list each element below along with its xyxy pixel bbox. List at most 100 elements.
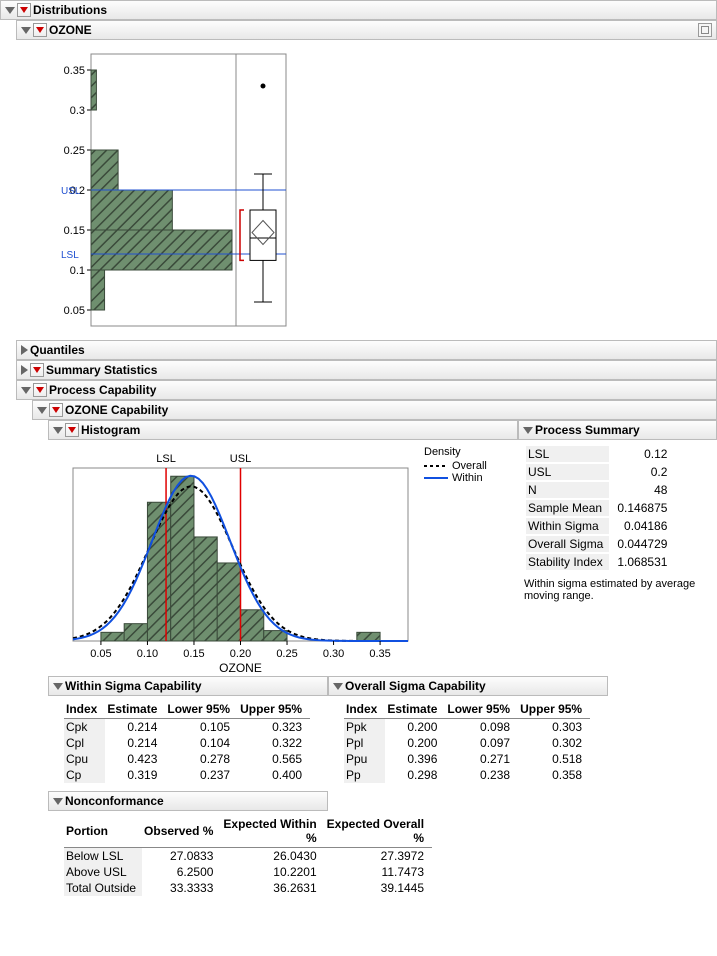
proccap-header[interactable]: Process Capability xyxy=(16,380,717,400)
legend-within: Within xyxy=(424,472,487,484)
svg-text:0.25: 0.25 xyxy=(276,648,297,660)
disclosure-icon[interactable] xyxy=(5,7,15,14)
table-header: Upper 95% xyxy=(238,700,310,719)
table-row: Cpl0.2140.1040.322 xyxy=(64,735,310,751)
procsummary-note: Within sigma estimated by average moving… xyxy=(524,578,704,602)
red-triangle-menu[interactable] xyxy=(49,403,63,417)
ozonecap-header[interactable]: OZONE Capability xyxy=(32,400,717,420)
svg-text:0.05: 0.05 xyxy=(64,305,85,317)
options-icon[interactable] xyxy=(698,23,712,37)
red-triangle-menu[interactable] xyxy=(33,23,47,37)
nonconf-header[interactable]: Nonconformance xyxy=(48,791,328,811)
quantiles-title: Quantiles xyxy=(30,343,85,357)
disclosure-icon[interactable] xyxy=(37,407,47,414)
table-row: Overall Sigma0.044729 xyxy=(526,536,669,552)
histogram-boxplot-chart: 0.050.10.150.20.250.30.35USLLSL xyxy=(36,50,291,330)
table-header: Expected Overall% xyxy=(325,815,432,848)
table-row: LSL0.12 xyxy=(526,446,669,462)
withincap-table: IndexEstimateLower 95%Upper 95%Cpk0.2140… xyxy=(64,700,310,783)
nonconf-table: PortionObserved %Expected Within%Expecte… xyxy=(64,815,432,896)
disclosure-icon[interactable] xyxy=(333,683,343,690)
svg-text:0.35: 0.35 xyxy=(369,648,390,660)
summarystats-header[interactable]: Summary Statistics xyxy=(16,360,717,380)
disclosure-icon[interactable] xyxy=(523,427,533,434)
svg-text:0.05: 0.05 xyxy=(90,648,111,660)
table-header: Index xyxy=(64,700,105,719)
disclosure-icon[interactable] xyxy=(53,427,63,434)
disclosure-icon[interactable] xyxy=(53,683,63,690)
disclosure-icon[interactable] xyxy=(53,798,63,805)
svg-text:USL: USL xyxy=(230,453,251,465)
table-header: Estimate xyxy=(385,700,445,719)
procsummary-title: Process Summary xyxy=(535,423,640,437)
table-header: Lower 95% xyxy=(445,700,518,719)
table-header: Lower 95% xyxy=(165,700,238,719)
red-triangle-menu[interactable] xyxy=(33,383,47,397)
table-row: Within Sigma0.04186 xyxy=(526,518,669,534)
table-row: Cpk0.2140.1050.323 xyxy=(64,719,310,736)
table-row: Cp0.3190.2370.400 xyxy=(64,767,310,783)
histogram-legend: Density Overall Within xyxy=(418,446,487,676)
table-row: Ppu0.3960.2710.518 xyxy=(344,751,590,767)
svg-text:LSL: LSL xyxy=(61,250,79,261)
svg-text:0.15: 0.15 xyxy=(64,225,85,237)
table-header: Index xyxy=(344,700,385,719)
table-header: Estimate xyxy=(105,700,165,719)
ozone-title: OZONE xyxy=(49,23,92,37)
svg-text:OZONE: OZONE xyxy=(219,661,262,675)
procsummary-header[interactable]: Process Summary xyxy=(518,420,717,440)
capability-histogram: LSL USL 0.05 0.10 0.15 0.20 0.25 0.30 0.35 OZONE xyxy=(48,446,418,676)
distributions-title: Distributions xyxy=(33,3,107,17)
disclosure-icon[interactable] xyxy=(21,365,28,375)
red-triangle-menu[interactable] xyxy=(30,363,44,377)
table-row: USL0.2 xyxy=(526,464,669,480)
proccap-title: Process Capability xyxy=(49,383,156,397)
withincap-header[interactable]: Within Sigma Capability xyxy=(48,676,328,696)
table-row: Stability Index1.068531 xyxy=(526,554,669,570)
table-row: Ppk0.2000.0980.303 xyxy=(344,719,590,736)
table-row: Above USL6.250010.220111.7473 xyxy=(64,864,432,880)
table-row: Cpu0.4230.2780.565 xyxy=(64,751,310,767)
red-triangle-menu[interactable] xyxy=(65,423,79,437)
summarystats-title: Summary Statistics xyxy=(46,363,157,377)
quantiles-header[interactable]: Quantiles xyxy=(16,340,717,360)
table-row: Below LSL27.083326.043027.3972 xyxy=(64,848,432,865)
disclosure-icon[interactable] xyxy=(21,27,31,34)
table-row: Pp0.2980.2380.358 xyxy=(344,767,590,783)
procsummary-table: LSL0.12 USL0.2 N48 Sample Mean0.146875 Withi… xyxy=(524,444,671,572)
overallcap-table: IndexEstimateLower 95%Upper 95%Ppk0.2000… xyxy=(344,700,590,783)
svg-text:0.25: 0.25 xyxy=(64,145,85,157)
svg-text:0.30: 0.30 xyxy=(323,648,344,660)
ozone-chart-area: 0.050.10.150.20.250.30.35USLLSL xyxy=(16,40,717,340)
svg-text:0.10: 0.10 xyxy=(137,648,158,660)
table-header: Portion xyxy=(64,815,142,848)
legend-title: Density xyxy=(424,446,487,458)
table-header: Expected Within% xyxy=(221,815,324,848)
disclosure-icon[interactable] xyxy=(21,345,28,355)
svg-text:USL: USL xyxy=(61,186,81,197)
table-row: Ppl0.2000.0970.302 xyxy=(344,735,590,751)
svg-text:0.15: 0.15 xyxy=(183,648,204,660)
table-row: N48 xyxy=(526,482,669,498)
svg-text:0.35: 0.35 xyxy=(64,65,85,77)
table-row: Sample Mean0.146875 xyxy=(526,500,669,516)
table-header: Observed % xyxy=(142,815,221,848)
table-row: Total Outside33.333336.263139.1445 xyxy=(64,880,432,896)
histogram-title: Histogram xyxy=(81,423,140,437)
withincap-title: Within Sigma Capability xyxy=(65,679,202,693)
overallcap-title: Overall Sigma Capability xyxy=(345,679,486,693)
table-header: Upper 95% xyxy=(518,700,590,719)
legend-overall: Overall xyxy=(424,460,487,472)
disclosure-icon[interactable] xyxy=(21,387,31,394)
red-triangle-menu[interactable] xyxy=(17,3,31,17)
svg-text:0.20: 0.20 xyxy=(230,648,251,660)
ozone-header[interactable]: OZONE xyxy=(16,20,717,40)
ozonecap-title: OZONE Capability xyxy=(65,403,168,417)
overallcap-header[interactable]: Overall Sigma Capability xyxy=(328,676,608,696)
svg-text:LSL: LSL xyxy=(156,453,176,465)
distributions-header[interactable]: Distributions xyxy=(0,0,717,20)
nonconf-title: Nonconformance xyxy=(65,794,164,808)
svg-text:0.3: 0.3 xyxy=(70,105,85,117)
svg-text:0.1: 0.1 xyxy=(70,265,85,277)
histogram-header[interactable]: Histogram xyxy=(48,420,518,440)
